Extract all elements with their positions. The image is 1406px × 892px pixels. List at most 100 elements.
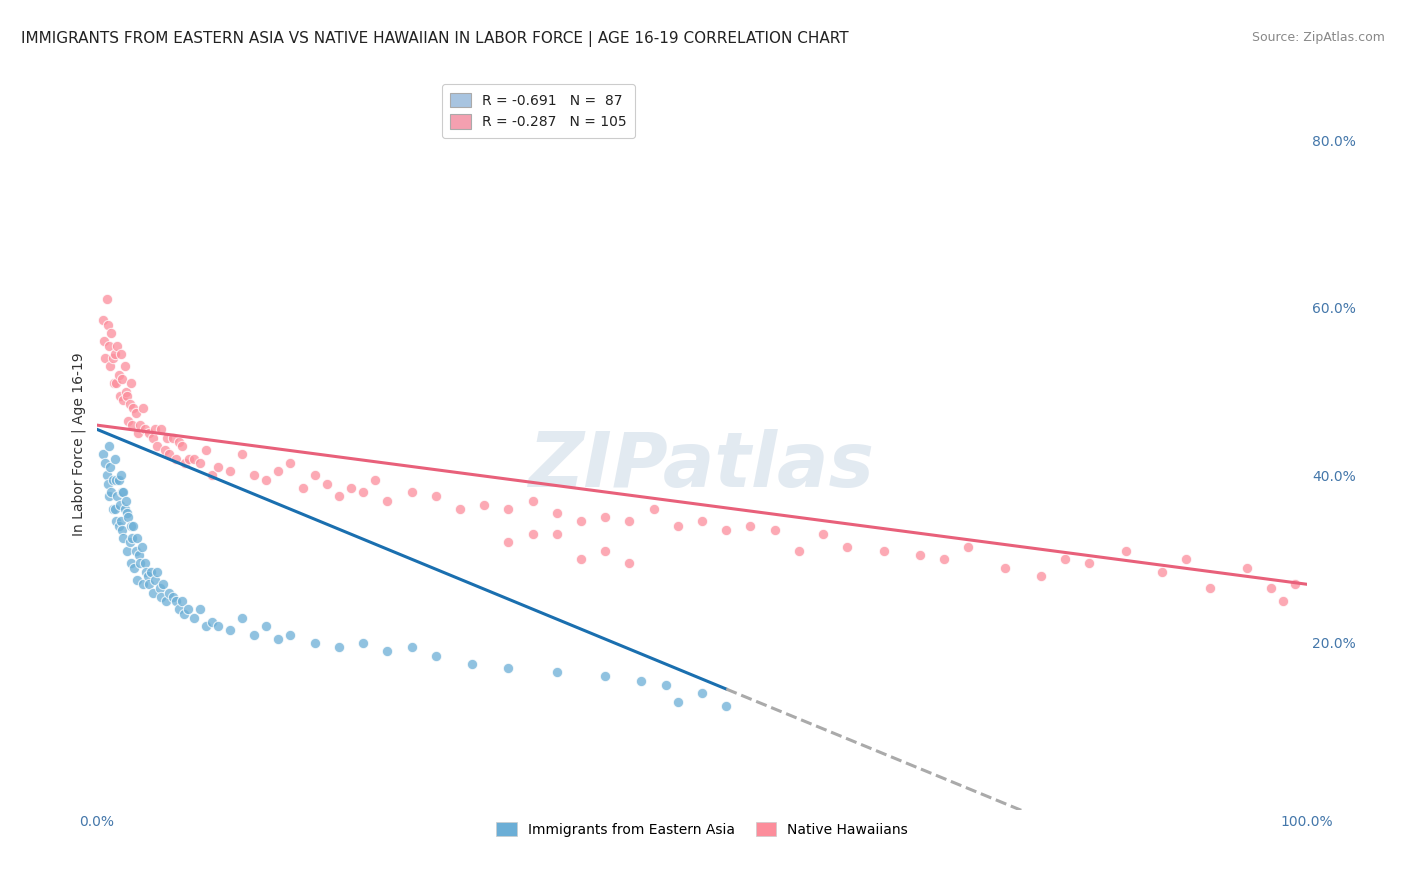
Point: [100, 326, 122, 340]
Point: [231, 611, 253, 625]
Point: [1078, 557, 1101, 571]
Point: [101, 351, 124, 365]
Point: [243, 627, 266, 641]
Point: [165, 594, 187, 608]
Point: [201, 615, 224, 629]
Point: [110, 468, 132, 483]
Point: [352, 636, 374, 650]
Point: [254, 619, 277, 633]
Point: [498, 661, 520, 675]
Text: IMMIGRANTS FROM EASTERN ASIA VS NATIVE HAWAIIAN IN LABOR FORCE | AGE 16-19 CORRE: IMMIGRANTS FROM EASTERN ASIA VS NATIVE H…: [21, 31, 849, 47]
Point: [254, 473, 277, 487]
Point: [105, 376, 128, 391]
Point: [593, 543, 616, 558]
Point: [127, 426, 149, 441]
Point: [114, 502, 136, 516]
Point: [425, 648, 447, 663]
Point: [315, 476, 337, 491]
Point: [643, 502, 665, 516]
Point: [630, 673, 652, 688]
Point: [472, 498, 495, 512]
Point: [115, 389, 138, 403]
Point: [654, 678, 676, 692]
Point: [740, 518, 762, 533]
Point: [461, 657, 484, 671]
Point: [150, 422, 173, 436]
Point: [375, 493, 398, 508]
Point: [1284, 577, 1306, 591]
Point: [136, 569, 159, 583]
Point: [201, 468, 224, 483]
Point: [115, 384, 138, 399]
Point: [128, 548, 150, 562]
Point: [546, 506, 568, 520]
Point: [401, 485, 423, 500]
Point: [1054, 552, 1077, 566]
Point: [143, 573, 166, 587]
Point: [110, 347, 132, 361]
Point: [97, 318, 120, 332]
Point: [118, 535, 141, 549]
Point: [135, 565, 157, 579]
Point: [763, 523, 786, 537]
Point: [91, 447, 114, 461]
Point: [1260, 582, 1282, 596]
Point: [593, 510, 616, 524]
Point: [304, 468, 326, 483]
Point: [146, 565, 169, 579]
Point: [104, 347, 127, 361]
Point: [115, 493, 138, 508]
Point: [304, 636, 326, 650]
Point: [177, 451, 200, 466]
Point: [121, 531, 143, 545]
Point: [1175, 552, 1198, 566]
Point: [138, 577, 160, 591]
Point: [156, 431, 179, 445]
Text: Source: ZipAtlas.com: Source: ZipAtlas.com: [1251, 31, 1385, 45]
Point: [91, 313, 114, 327]
Point: [449, 502, 471, 516]
Point: [97, 338, 120, 352]
Point: [134, 557, 156, 571]
Legend: Immigrants from Eastern Asia, Native Hawaiians: Immigrants from Eastern Asia, Native Haw…: [489, 815, 915, 844]
Point: [129, 557, 152, 571]
Point: [107, 368, 129, 382]
Point: [98, 460, 121, 475]
Point: [97, 439, 120, 453]
Point: [174, 456, 197, 470]
Point: [108, 498, 131, 512]
Point: [101, 473, 124, 487]
Point: [498, 502, 520, 516]
Point: [194, 619, 217, 633]
Point: [1199, 582, 1222, 596]
Point: [619, 515, 641, 529]
Point: [280, 456, 302, 470]
Point: [111, 372, 134, 386]
Point: [129, 418, 152, 433]
Point: [425, 489, 447, 503]
Point: [107, 518, 129, 533]
Point: [112, 485, 135, 500]
Text: ZIPatlas: ZIPatlas: [529, 429, 875, 503]
Point: [173, 607, 195, 621]
Point: [110, 515, 132, 529]
Point: [1236, 560, 1258, 574]
Point: [1115, 543, 1137, 558]
Point: [170, 594, 193, 608]
Point: [134, 422, 156, 436]
Point: [267, 464, 290, 478]
Point: [120, 376, 142, 391]
Point: [176, 602, 198, 616]
Point: [114, 359, 136, 374]
Point: [132, 577, 155, 591]
Point: [101, 502, 124, 516]
Point: [957, 540, 980, 554]
Point: [121, 418, 143, 433]
Point: [183, 451, 205, 466]
Point: [159, 585, 181, 599]
Point: [120, 518, 142, 533]
Point: [159, 447, 181, 461]
Point: [162, 431, 184, 445]
Point: [194, 443, 217, 458]
Point: [1150, 565, 1173, 579]
